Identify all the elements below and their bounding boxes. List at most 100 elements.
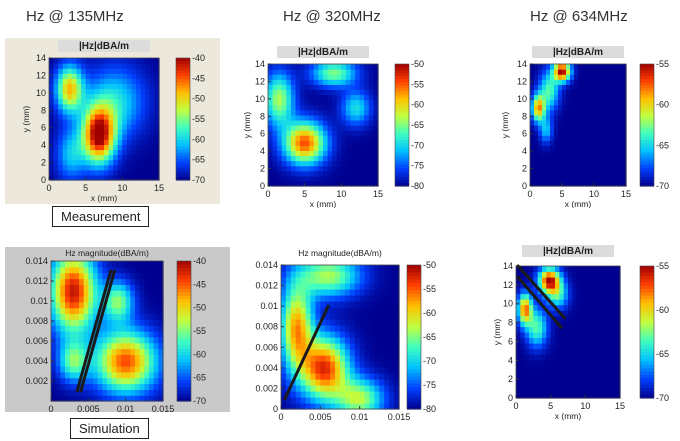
heat-cell: [285, 277, 292, 284]
heat-cell: [131, 68, 137, 74]
heat-cell: [310, 325, 317, 332]
heat-cell: [71, 93, 78, 100]
heat-cell: [598, 277, 604, 284]
heat-cell: [341, 114, 347, 121]
heat-cell: [559, 282, 565, 289]
heat-cell: [530, 125, 535, 131]
heat-cell: [576, 277, 582, 284]
heat-cell: [364, 69, 370, 75]
heat-cell: [563, 392, 569, 399]
heat-cell: [320, 373, 326, 380]
heat-cell: [136, 108, 142, 115]
heat-cell: [102, 272, 108, 280]
heat-cell: [136, 83, 142, 90]
heat-cell: [602, 315, 608, 322]
colorbar-segment: [640, 368, 654, 373]
heat-cell: [121, 325, 127, 332]
heat-cell: [610, 89, 615, 96]
heat-cell: [144, 325, 150, 332]
heat-cell: [136, 154, 142, 161]
heat-cell: [268, 79, 274, 85]
heat-cell: [113, 93, 119, 100]
y-tick-label: 8: [522, 111, 527, 121]
heat-cell: [364, 313, 371, 320]
heat-cell: [277, 140, 283, 146]
heat-cell: [83, 278, 89, 285]
heat-cell: [598, 271, 604, 278]
heat-cell: [335, 403, 341, 410]
heat-cell: [534, 109, 539, 116]
heat-cell: [379, 295, 385, 302]
heat-cell: [83, 336, 89, 344]
heat-cell: [136, 98, 142, 105]
heat-cell: [93, 342, 99, 350]
heat-cell: [614, 135, 619, 141]
heat-cell: [93, 389, 99, 396]
heat-cell: [538, 150, 543, 157]
heat-cell: [368, 150, 375, 157]
chart-title: |Hz|dBA/m: [79, 41, 129, 52]
heat-cell: [313, 150, 320, 157]
heat-cell: [554, 89, 559, 96]
heat-cell: [85, 103, 91, 110]
heat-cell: [79, 377, 85, 385]
heat-cell: [530, 79, 535, 85]
heat-cell: [60, 313, 66, 320]
probe-line: [79, 269, 116, 393]
heat-cell: [97, 371, 103, 379]
heat-cell: [58, 134, 64, 140]
heat-cell: [582, 64, 587, 70]
heat-cell: [290, 397, 297, 404]
heat-cell: [359, 89, 365, 96]
heat-cell: [374, 271, 380, 278]
heat-cell: [83, 348, 89, 355]
colorbar-segment: [640, 134, 654, 138]
heat-cell: [576, 266, 582, 273]
heat-cell: [140, 159, 146, 166]
heat-cell: [300, 391, 307, 398]
heat-cell: [355, 119, 361, 126]
heat-cell: [562, 119, 567, 126]
heat-cell: [268, 170, 274, 177]
heat-cell: [74, 325, 80, 332]
heat-cell: [71, 139, 78, 146]
colorbar-segment: [640, 155, 654, 160]
heat-cell: [364, 331, 371, 338]
heat-cell: [582, 135, 587, 141]
heat-cell: [355, 94, 361, 101]
heat-cell: [79, 272, 85, 280]
heat-cell: [534, 180, 539, 187]
heat-cell: [582, 104, 587, 111]
heat-cell: [126, 174, 133, 181]
heat-cell: [572, 299, 578, 306]
heat-cell: [295, 89, 301, 96]
heat-cell: [563, 299, 569, 306]
colorbar-segment: [407, 387, 421, 392]
heat-cell: [90, 73, 96, 79]
heat-cell: [79, 325, 85, 332]
heat-cell: [332, 84, 338, 91]
heat-cell: [606, 114, 611, 121]
heat-cell: [559, 277, 565, 284]
heat-cell: [374, 289, 380, 296]
heat-cell: [121, 336, 127, 344]
heat-cell: [49, 98, 55, 105]
heat-cell: [576, 310, 582, 317]
heat-cell: [364, 74, 370, 80]
heat-cell: [546, 89, 551, 96]
heat-cell: [320, 271, 326, 278]
heat-cell: [67, 88, 73, 95]
heat-cell: [88, 301, 94, 309]
heat-cell: [99, 78, 105, 85]
heat-cell: [550, 125, 555, 131]
heat-cell: [125, 278, 131, 285]
heat-cell: [300, 283, 307, 290]
heat-cell: [546, 348, 552, 355]
heat-cell: [568, 282, 573, 289]
heat-cell: [83, 284, 89, 291]
heat-cell: [145, 93, 151, 100]
heat-cell: [568, 326, 573, 333]
heat-cell: [516, 354, 521, 361]
heat-cell: [359, 307, 366, 314]
